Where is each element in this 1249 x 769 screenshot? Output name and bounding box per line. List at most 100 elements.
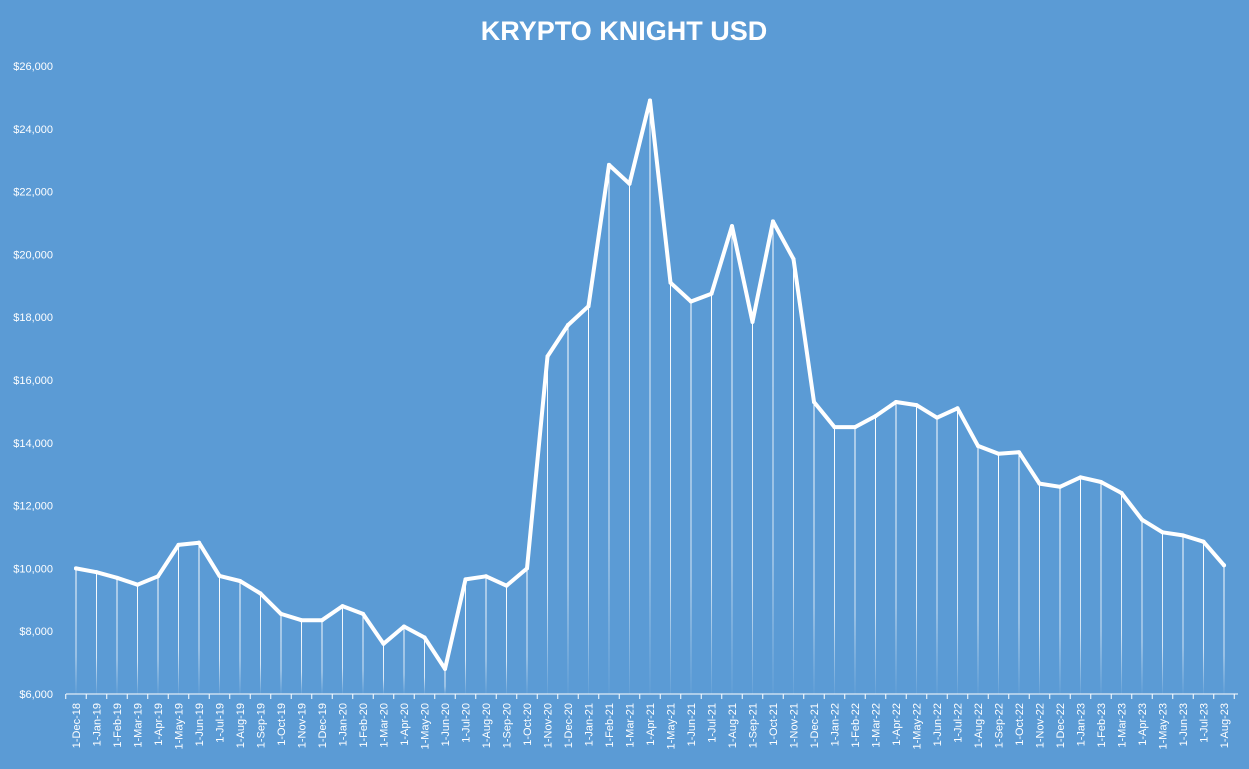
data-point — [791, 257, 796, 262]
x-tick-label: 1-Apr-21 — [645, 703, 657, 746]
drop-line — [1100, 482, 1102, 694]
x-tick-label: 1-Jun-21 — [686, 703, 698, 746]
x-tick-label: 1-Sep-20 — [502, 703, 514, 748]
data-point — [545, 354, 550, 359]
drop-line — [875, 416, 876, 694]
x-tick-label: 1-Jul-23 — [1199, 703, 1211, 743]
x-tick-label: 1-Aug-23 — [1219, 703, 1231, 748]
drop-line — [444, 668, 446, 694]
drop-line — [834, 427, 835, 694]
x-tick-label: 1-Jul-19 — [215, 703, 227, 743]
x-tick-label: 1-Jun-22 — [932, 703, 944, 746]
drop-line — [670, 282, 671, 694]
data-point — [812, 399, 816, 404]
drop-line — [301, 620, 302, 694]
data-point — [730, 224, 734, 229]
x-tick-label: 1-Jan-19 — [92, 703, 104, 746]
drop-line — [506, 585, 507, 694]
data-point — [361, 611, 365, 616]
data-point — [1037, 481, 1042, 486]
drop-line — [116, 577, 118, 694]
data-point — [381, 641, 386, 646]
data-point — [299, 618, 304, 623]
x-tick-label: 1-Apr-22 — [891, 703, 903, 746]
data-point — [1222, 563, 1226, 568]
x-tick-label: 1-Oct-20 — [522, 703, 534, 746]
y-tick-label: $16,000 — [13, 375, 53, 387]
data-point — [832, 425, 837, 430]
x-axis: 1-Dec-18 1-Jan-19 1-Feb-19 1-Mar-19 1-Apr-19… — [65, 693, 1238, 749]
data-point — [1181, 533, 1185, 538]
drop-line — [137, 584, 138, 694]
x-tick-label: 1-Jan-20 — [338, 703, 350, 746]
drop-line — [690, 301, 692, 694]
drop-line — [1162, 532, 1163, 694]
x-tick-label: 1-Feb-21 — [604, 703, 616, 748]
drop-line — [957, 408, 958, 694]
drop-line — [649, 100, 651, 695]
chart-title: KRYPTO KNIGHT USD — [481, 16, 768, 46]
x-tick-label: 1-Feb-22 — [850, 703, 862, 748]
data-point — [422, 635, 427, 640]
x-tick-label: 1-Jun-20 — [440, 703, 452, 746]
series-group — [74, 98, 1226, 671]
data-point — [176, 542, 181, 547]
drop-line — [260, 593, 261, 694]
data-point — [74, 566, 78, 571]
drop-line — [854, 427, 856, 694]
drop-line — [362, 613, 364, 694]
y-axis: $6,000 $8,000 $10,000 $12,000 $14,000 $16,000… — [13, 61, 53, 701]
drop-line — [998, 453, 999, 694]
x-tick-label: 1-Dec-20 — [563, 703, 575, 748]
data-point — [627, 181, 632, 186]
drop-line — [424, 637, 425, 694]
x-tick-label: 1-Aug-21 — [727, 703, 739, 748]
drop-lines — [75, 100, 1225, 695]
y-tick-label: $20,000 — [13, 249, 53, 261]
data-point — [607, 162, 611, 167]
x-tick-label: 1-Mar-19 — [133, 703, 145, 748]
drop-line — [75, 568, 77, 694]
x-tick-label: 1-Feb-20 — [358, 703, 370, 748]
x-tick-label: 1-Jun-19 — [194, 703, 206, 746]
data-point — [996, 451, 1001, 456]
x-tick-label: 1-Nov-19 — [297, 703, 309, 748]
drop-line — [1080, 477, 1081, 694]
x-tick-label: 1-May-19 — [174, 703, 186, 749]
data-point — [935, 415, 939, 420]
x-tick-label: 1-Feb-23 — [1096, 703, 1108, 748]
data-point — [709, 291, 714, 296]
data-point — [258, 591, 263, 596]
drop-line — [465, 579, 466, 694]
data-point — [955, 406, 960, 411]
y-tick-label: $6,000 — [19, 689, 53, 701]
drop-line — [977, 445, 979, 694]
x-tick-label: 1-Dec-18 — [71, 703, 83, 748]
x-tick-label: 1-Oct-21 — [768, 703, 780, 746]
drop-line — [1059, 486, 1061, 694]
x-tick-label: 1-Mar-22 — [871, 703, 883, 748]
data-point — [976, 443, 980, 448]
drop-line — [916, 405, 917, 694]
drop-line — [772, 221, 774, 694]
x-tick-label: 1-Jul-21 — [707, 703, 719, 743]
data-point — [914, 403, 919, 408]
x-tick-label: 1-Oct-19 — [276, 703, 288, 746]
x-tick-label: 1-Oct-22 — [1014, 703, 1026, 746]
data-point — [1017, 450, 1021, 455]
drop-line — [239, 580, 241, 694]
y-tick-label: $22,000 — [13, 187, 53, 199]
data-point — [94, 570, 99, 575]
x-tick-label: 1-Sep-22 — [994, 703, 1006, 748]
drop-line — [321, 620, 323, 694]
x-tick-label: 1-Jan-21 — [584, 703, 596, 746]
data-point — [1160, 530, 1165, 535]
data-point — [279, 611, 283, 616]
drop-line — [793, 259, 794, 694]
drop-line — [731, 226, 733, 694]
data-point — [771, 219, 775, 224]
drop-line — [1141, 519, 1143, 694]
data-point — [894, 399, 898, 404]
x-tick-label: 1-May-23 — [1158, 703, 1170, 749]
drop-line — [752, 321, 753, 694]
